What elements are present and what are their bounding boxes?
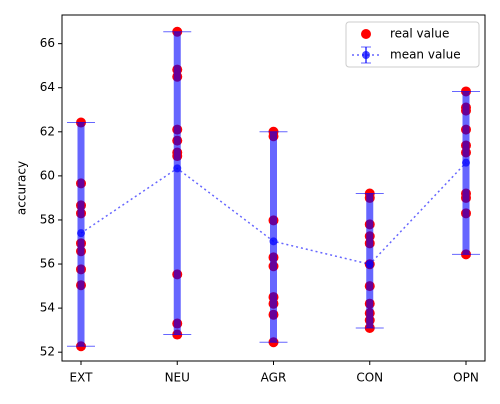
mean-point	[173, 164, 182, 173]
mean-point	[365, 260, 374, 269]
y-tick-label: 64	[40, 80, 55, 94]
y-tick-label: 52	[40, 345, 55, 359]
y-tick-label: 58	[40, 212, 55, 226]
legend-label: real value	[390, 27, 449, 41]
x-tick-label: OPN	[453, 371, 479, 385]
x-tick-label: AGR	[261, 371, 287, 385]
legend-marker	[362, 51, 370, 59]
x-tick-label: EXT	[70, 371, 94, 385]
mean-point	[462, 158, 470, 167]
x-tick-label: CON	[356, 371, 383, 385]
mean-point	[269, 237, 278, 246]
y-tick-label: 56	[40, 257, 55, 271]
y-tick-label: 66	[40, 36, 55, 50]
mean-point	[77, 229, 85, 238]
x-tick-label: NEU	[165, 371, 190, 385]
legend: real value mean value	[345, 21, 480, 68]
legend-marker	[361, 29, 371, 39]
legend-label: mean value	[390, 48, 461, 62]
legend-box	[345, 21, 480, 68]
y-tick-label: 54	[40, 301, 55, 315]
y-tick-label: 60	[40, 168, 55, 182]
y-axis-label: accuracy	[15, 161, 29, 215]
y-tick-label: 62	[40, 124, 55, 138]
